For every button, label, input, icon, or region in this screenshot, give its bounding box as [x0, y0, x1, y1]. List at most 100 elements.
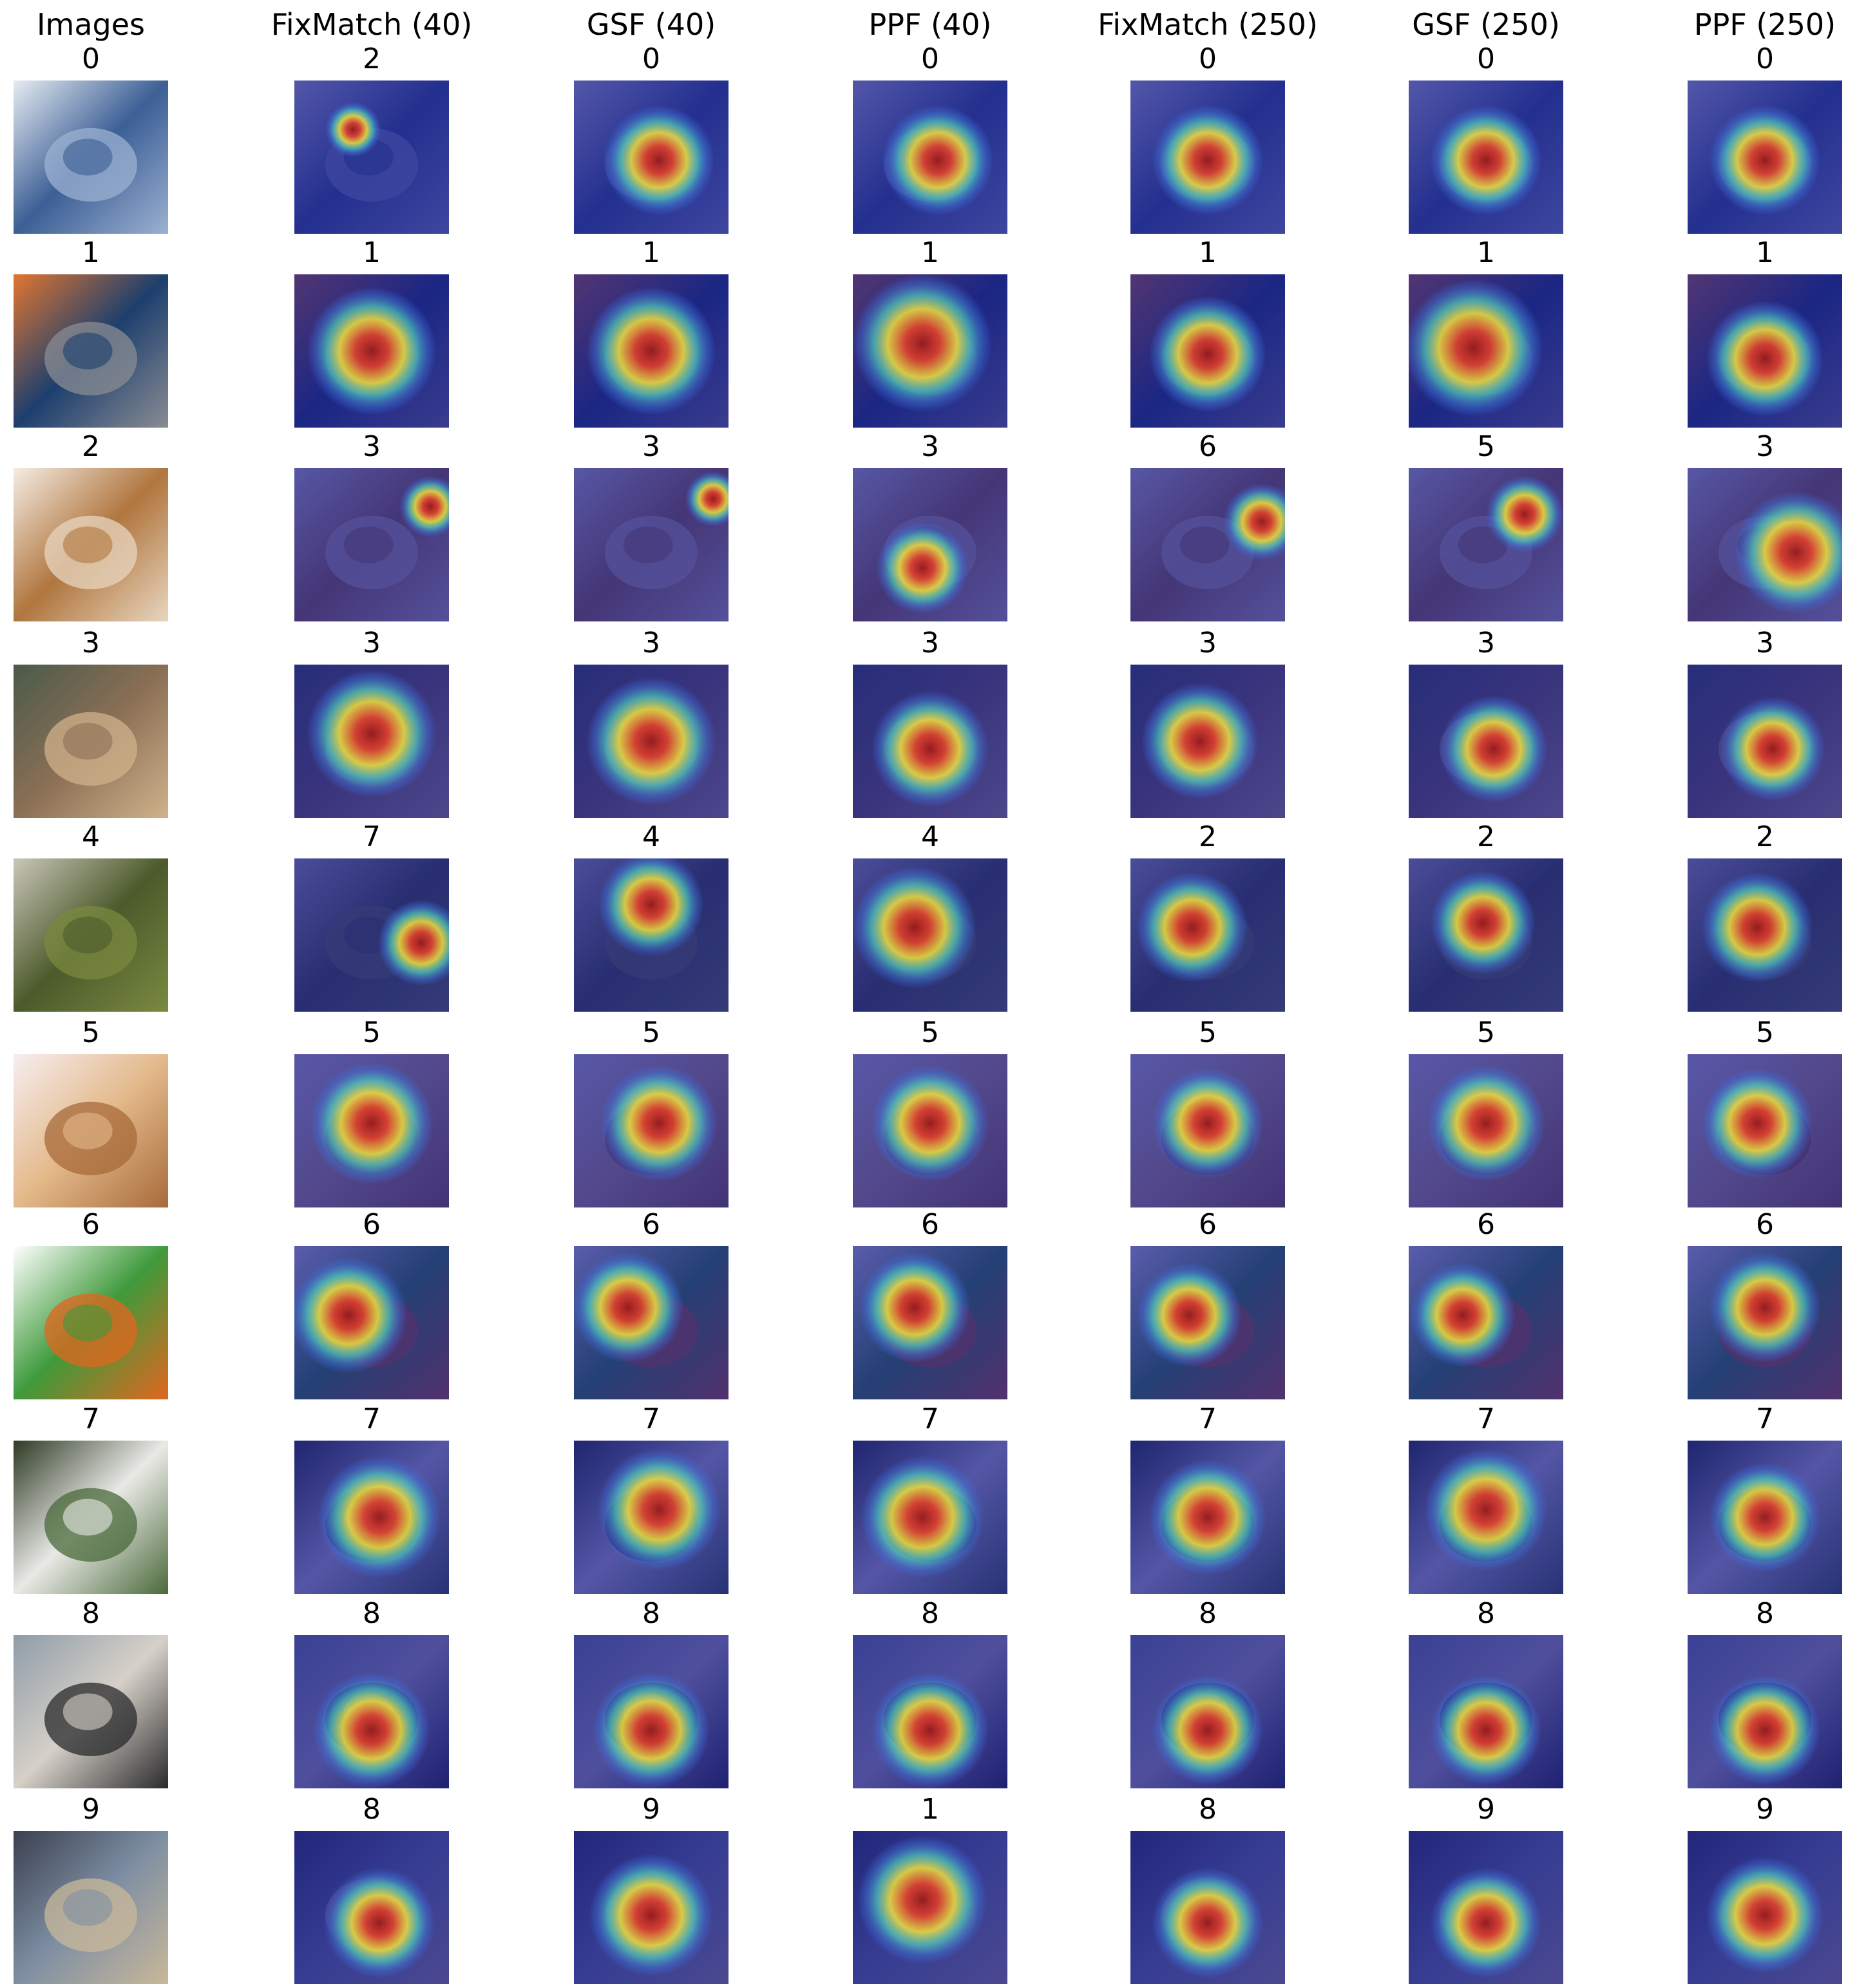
- predicted-class-label: 3: [363, 430, 381, 463]
- input-image: [14, 1831, 168, 1984]
- predicted-class-label: 1: [642, 236, 660, 269]
- gradcam-heatmap: [1409, 1441, 1563, 1594]
- gradcam-heatmap: [1409, 80, 1563, 234]
- predicted-class-label: 6: [1756, 1208, 1774, 1241]
- predicted-class-label: 7: [642, 1403, 660, 1435]
- gradcam-heatmap: [294, 665, 449, 818]
- true-class-label: 9: [82, 1793, 100, 1826]
- gradcam-heatmap: [1130, 80, 1285, 234]
- gradcam-heatmap: [1409, 1054, 1563, 1207]
- predicted-class-label: 6: [1199, 1208, 1217, 1241]
- gradcam-heatmap: [1688, 1054, 1842, 1207]
- true-class-label: 0: [82, 43, 100, 75]
- predicted-class-label: 9: [642, 1793, 660, 1826]
- gradcam-heatmap: [1688, 858, 1842, 1012]
- gradcam-heatmap: [853, 1635, 1007, 1788]
- predicted-class-label: 5: [1199, 1016, 1217, 1049]
- predicted-class-label: 6: [363, 1208, 381, 1241]
- input-image: [14, 468, 168, 621]
- input-image: [14, 1441, 168, 1594]
- column-header-method-6: PPF (250): [1693, 7, 1836, 42]
- predicted-class-label: 3: [1756, 627, 1774, 659]
- predicted-class-label: 3: [363, 627, 381, 659]
- true-class-label: 3: [82, 627, 100, 659]
- predicted-class-label: 5: [921, 1016, 939, 1049]
- gradcam-heatmap: [1409, 1831, 1563, 1984]
- predicted-class-label: 3: [1477, 627, 1495, 659]
- predicted-class-label: 2: [1477, 820, 1495, 853]
- gradcam-heatmap: [1688, 274, 1842, 428]
- gradcam-heatmap: [1130, 1635, 1285, 1788]
- predicted-class-label: 4: [642, 820, 660, 853]
- predicted-class-label: 2: [1199, 820, 1217, 853]
- gradcam-heatmap: [1130, 274, 1285, 428]
- predicted-class-label: 4: [921, 820, 939, 853]
- gradcam-heatmap: [1409, 858, 1563, 1012]
- gradcam-heatmap: [853, 858, 1007, 1012]
- true-class-label: 6: [82, 1208, 100, 1241]
- column-header-method-2: GSF (40): [586, 7, 716, 42]
- column-header-method-4: FixMatch (250): [1098, 7, 1318, 42]
- predicted-class-label: 9: [1477, 1793, 1495, 1826]
- predicted-class-label: 1: [1477, 236, 1495, 269]
- gradcam-heatmap: [574, 1635, 729, 1788]
- column-header-method-5: GSF (250): [1412, 7, 1560, 42]
- gradcam-heatmap: [1409, 274, 1563, 428]
- input-image: [14, 274, 168, 428]
- gradcam-heatmap: [574, 1246, 729, 1399]
- true-class-label: 4: [82, 820, 100, 853]
- gradcam-heatmap: [1409, 1635, 1563, 1788]
- predicted-class-label: 8: [363, 1793, 381, 1826]
- gradcam-heatmap: [853, 1441, 1007, 1594]
- predicted-class-label: 1: [921, 1793, 939, 1826]
- predicted-class-label: 7: [363, 820, 381, 853]
- input-image: [14, 1054, 168, 1207]
- true-class-label: 7: [82, 1403, 100, 1435]
- predicted-class-label: 3: [921, 627, 939, 659]
- column-header-method-3: PPF (40): [868, 7, 992, 42]
- predicted-class-label: 2: [1756, 820, 1774, 853]
- predicted-class-label: 0: [642, 43, 660, 75]
- input-image: [14, 1246, 168, 1399]
- predicted-class-label: 0: [1477, 43, 1495, 75]
- predicted-class-label: 3: [1756, 430, 1774, 463]
- gradcam-heatmap: [1688, 468, 1842, 621]
- gradcam-heatmap: [1130, 1831, 1285, 1984]
- predicted-class-label: 5: [1477, 430, 1495, 463]
- predicted-class-label: 6: [1477, 1208, 1495, 1241]
- gradcam-heatmap: [853, 1246, 1007, 1399]
- predicted-class-label: 8: [1199, 1597, 1217, 1630]
- predicted-class-label: 8: [1477, 1597, 1495, 1630]
- true-class-label: 1: [82, 236, 100, 269]
- predicted-class-label: 1: [363, 236, 381, 269]
- predicted-class-label: 7: [1477, 1403, 1495, 1435]
- predicted-class-label: 6: [1199, 430, 1217, 463]
- true-class-label: 2: [82, 430, 100, 463]
- gradcam-heatmap: [853, 468, 1007, 621]
- gradcam-heatmap: [1130, 1441, 1285, 1594]
- gradcam-heatmap: [294, 858, 449, 1012]
- gradcam-heatmap: [294, 1441, 449, 1594]
- gradcam-heatmap: [1688, 80, 1842, 234]
- gradcam-heatmap: [1130, 1246, 1285, 1399]
- gradcam-heatmap: [574, 1441, 729, 1594]
- predicted-class-label: 5: [1477, 1016, 1495, 1049]
- gradcam-heatmap: [853, 1054, 1007, 1207]
- gradcam-heatmap: [853, 665, 1007, 818]
- predicted-class-label: 1: [1756, 236, 1774, 269]
- predicted-class-label: 0: [1199, 43, 1217, 75]
- gradcam-heatmap: [294, 80, 449, 234]
- predicted-class-label: 8: [642, 1597, 660, 1630]
- predicted-class-label: 7: [921, 1403, 939, 1435]
- gradcam-heatmap: [1130, 468, 1285, 621]
- gradcam-heatmap: [1130, 665, 1285, 818]
- predicted-class-label: 3: [642, 430, 660, 463]
- column-header-images: Images: [36, 7, 146, 42]
- predicted-class-label: 9: [1756, 1793, 1774, 1826]
- predicted-class-label: 8: [1199, 1793, 1217, 1826]
- predicted-class-label: 8: [1756, 1597, 1774, 1630]
- gradcam-heatmap: [294, 1831, 449, 1984]
- gradcam-heatmap: [1688, 1441, 1842, 1594]
- gradcam-heatmap: [574, 274, 729, 428]
- gradcam-heatmap: [853, 274, 1007, 428]
